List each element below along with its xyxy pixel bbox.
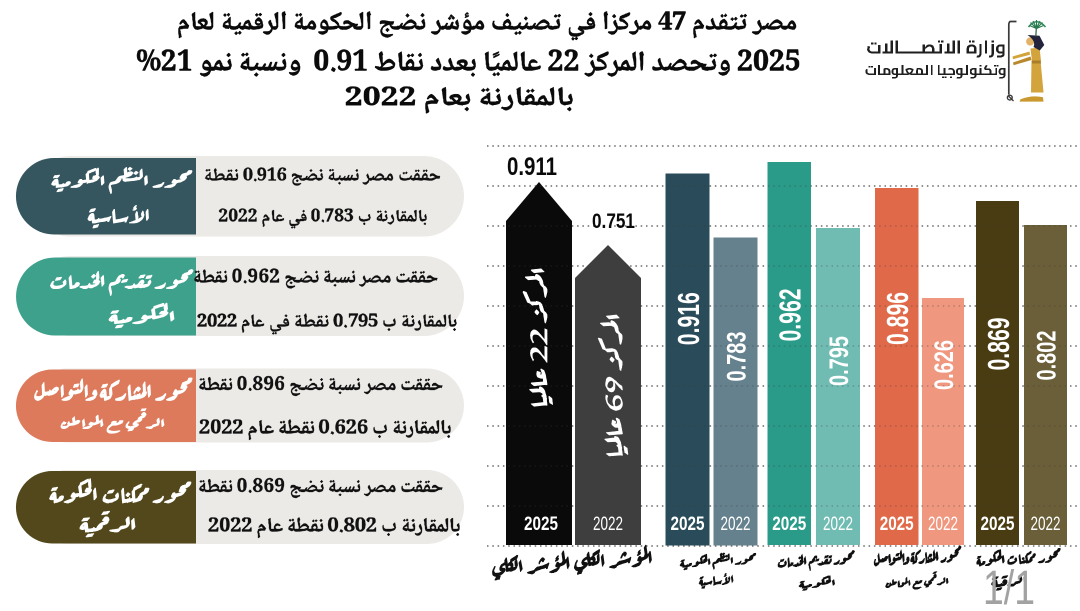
svg-text:2022: 2022 [928,513,958,535]
svg-text:2025: 2025 [671,513,705,535]
svg-text:2022: 2022 [721,513,751,535]
svg-text:2025: 2025 [981,513,1015,535]
svg-text:2022: 2022 [1031,513,1061,535]
svg-text:2022: 2022 [823,513,853,535]
svg-text:0.802: 0.802 [1032,331,1062,381]
svg-text:0.795: 0.795 [824,336,854,386]
svg-text:2025: 2025 [772,513,806,535]
svg-text:0.751: 0.751 [592,210,635,233]
svg-text:0.869: 0.869 [981,318,1016,371]
svg-text:0.911: 0.911 [507,153,557,181]
svg-text:0.626: 0.626 [929,340,959,390]
svg-text:2025: 2025 [880,513,914,535]
svg-text:0.783: 0.783 [722,332,752,382]
svg-text:2022: 2022 [593,513,623,535]
svg-text:2025: 2025 [524,513,558,535]
svg-text:0.916: 0.916 [671,292,706,345]
svg-text:0.962: 0.962 [773,289,808,342]
svg-text:1/1: 1/1 [983,562,1035,606]
svg-text:0.896: 0.896 [880,292,915,345]
